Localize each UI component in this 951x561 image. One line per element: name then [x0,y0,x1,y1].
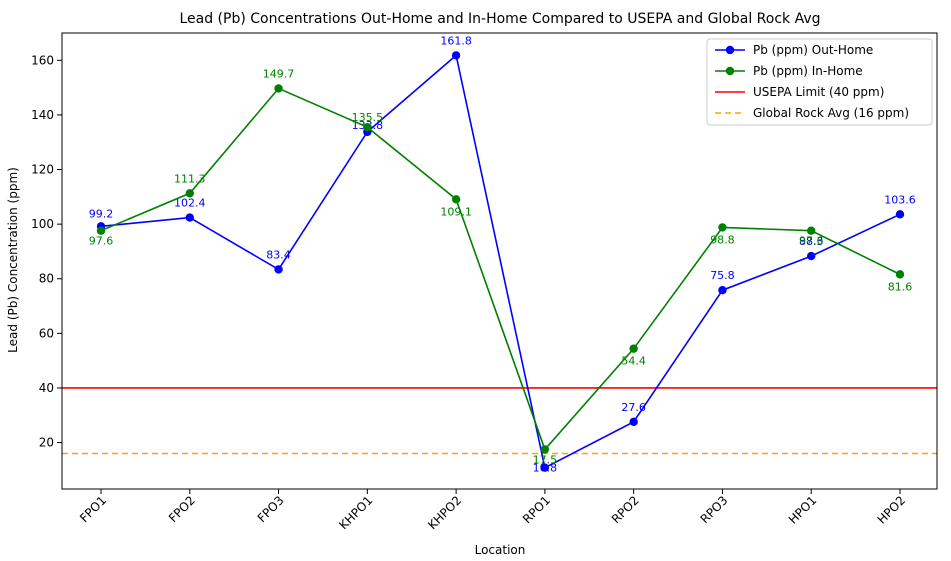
data-label: 161.8 [440,34,472,47]
y-tick-label: 160 [31,53,54,67]
series-line [100,87,901,451]
data-point [807,226,816,235]
data-label: 109.1 [440,205,472,218]
data-point [895,210,905,219]
y-tick-label: 40 [39,381,54,395]
data-point [274,84,283,93]
x-tick-label: FPO3 [255,493,287,525]
data-label: 103.6 [884,193,916,206]
data-point [895,270,905,279]
data-point [363,123,372,132]
data-point [540,463,550,472]
data-point [96,226,106,235]
x-axis-label: Location [475,543,526,557]
data-label: 75.8 [710,269,735,282]
data-label: 83.4 [266,248,291,261]
data-label: 97.6 [799,235,824,248]
y-tick-label: 100 [31,217,54,231]
y-axis-label: Lead (Pb) Concentration (ppm) [6,167,20,353]
y-tick-label: 60 [39,326,54,340]
data-point [718,223,727,232]
data-point [185,189,194,198]
data-point [451,195,461,204]
y-tick-label: 80 [39,272,54,286]
data-point [540,445,550,454]
x-tick-label: RPO2 [609,493,642,526]
data-point [629,344,638,353]
x-tick-label: FPO1 [77,493,109,525]
data-point [629,417,638,427]
data-label: 81.6 [888,280,913,293]
legend-label: Pb (ppm) In-Home [753,64,863,78]
data-point [807,251,816,261]
y-tick-label: 20 [39,436,54,450]
data-point [185,213,194,222]
x-tick-label: RPO3 [698,493,731,526]
data-label: 102.4 [174,197,206,210]
data-label: 111.3 [174,172,206,185]
x-tick-label: HPO1 [786,493,819,526]
data-label: 88.3 [799,235,824,248]
legend-marker [725,45,735,55]
data-label: 27.6 [621,401,646,414]
legend-label: Global Rock Avg (16 ppm) [753,106,909,120]
data-label: 99.2 [89,207,114,220]
data-point [274,265,283,274]
y-tick-label: 140 [31,108,54,122]
chart-title: Lead (Pb) Concentrations Out-Home and In… [179,11,820,27]
series-line [100,53,901,469]
x-tick-label: RPO1 [520,493,553,526]
data-label: 97.6 [89,235,114,248]
y-tick-label: 120 [31,163,54,177]
x-tick-label: FPO2 [166,493,198,525]
legend-marker [725,66,735,76]
data-label: 98.8 [710,233,735,246]
plot-area: 20 40 60 80 100 120 140 160 FPO1 FPO2 FPO3 KHPO1 KHP… [31,32,938,532]
plot-frame [61,32,938,490]
data-label: 149.7 [263,67,295,80]
data-point [718,286,727,295]
legend [706,38,933,126]
legend-label: USEPA Limit (40 ppm) [753,85,884,99]
legend-label: Pb (ppm) Out-Home [753,43,873,57]
x-tick-label: KHPO2 [425,493,464,532]
x-tick-label: KHPO1 [336,493,375,532]
data-label: 54.4 [621,355,646,368]
data-point [451,51,461,60]
data-label: 17.5 [533,453,558,466]
data-label: 10.8 [533,462,558,475]
x-tick-label: HPO2 [875,493,908,526]
data-label: 135.5 [352,111,384,124]
